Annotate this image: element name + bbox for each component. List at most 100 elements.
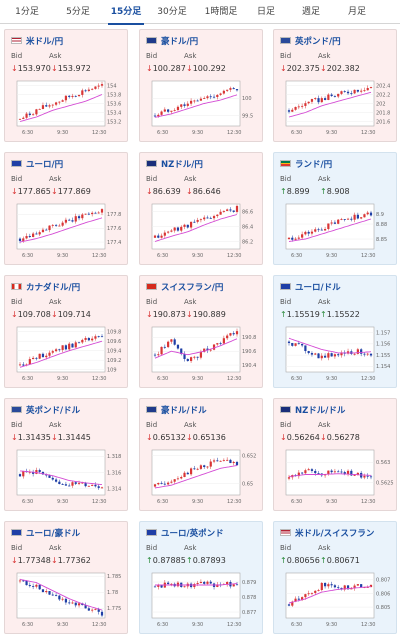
candle-body bbox=[366, 88, 369, 91]
ask-value: ↓190.889 bbox=[186, 310, 226, 319]
tab-2[interactable]: 5分足 bbox=[66, 7, 90, 17]
arrow-down-icon: ↓ bbox=[51, 433, 58, 442]
y-tick-label: 109.8 bbox=[107, 330, 121, 336]
x-tick-label: 9:30 bbox=[57, 376, 68, 382]
candle-body bbox=[229, 459, 232, 464]
chart-plot-area bbox=[285, 203, 375, 250]
rate-card[interactable]: 米ドル/円 Bid Ask ↓153.970 ↓153.972 153.2 153.4 153… bbox=[4, 29, 128, 142]
candle-body bbox=[22, 117, 25, 119]
candle-body bbox=[310, 353, 314, 355]
pair-name-link[interactable]: 米ドル/スイスフラン bbox=[295, 529, 375, 539]
pair-name-link[interactable]: NZドル/ドル bbox=[295, 406, 346, 416]
pair-name-link[interactable]: 米ドル/円 bbox=[26, 37, 64, 47]
tab-4[interactable]: 30分足 bbox=[157, 7, 187, 17]
pair-name-link[interactable]: ユーロ/円 bbox=[26, 160, 64, 170]
rate-card-header: 米ドル/円 bbox=[11, 35, 125, 47]
candle-body bbox=[58, 481, 61, 485]
pair-name-link[interactable]: 英ポンド/ドル bbox=[26, 406, 81, 416]
pair-name-link[interactable]: 豪ドル/円 bbox=[161, 37, 199, 47]
pair-name-link[interactable]: ユーロ/豪ドル bbox=[26, 529, 81, 539]
pair-name-link[interactable]: 英ポンド/円 bbox=[295, 37, 341, 47]
candle-body bbox=[87, 338, 90, 341]
rate-card[interactable]: 豪ドル/ドル Bid Ask ↓0.65132 ↓0.65136 0.65 0.652 6:3… bbox=[139, 398, 263, 511]
y-tick-label: 201.8 bbox=[376, 110, 390, 116]
candle-body bbox=[100, 336, 104, 338]
tab-1[interactable]: 1分足 bbox=[15, 7, 39, 17]
candle-body bbox=[186, 358, 189, 362]
mini-chart[interactable]: 109 109.2 109.4 109.6 109.8 6:30 9:30 12:30 bbox=[11, 324, 125, 382]
rate-card[interactable]: スイスフラン/円 Bid Ask ↓190.873 ↓190.889 190.4 190.6… bbox=[139, 275, 263, 388]
candle-body bbox=[199, 465, 203, 469]
candle-body bbox=[189, 100, 193, 104]
bid-value: ↓190.873 bbox=[146, 310, 186, 319]
rate-card[interactable]: ユーロ/英ポンド Bid Ask ↑0.87885 ↑0.87893 0.877 0.878… bbox=[139, 521, 263, 634]
candle-body bbox=[226, 89, 229, 91]
mini-chart[interactable]: 0.65 0.652 6:30 9:30 12:30 bbox=[146, 447, 260, 505]
mini-chart[interactable]: 177.4 177.6 177.8 6:30 9:30 12:30 bbox=[11, 201, 125, 259]
rate-card[interactable]: NZドル/円 Bid Ask ↓86.639 ↓86.646 86.2 86.4 86.6 6:… bbox=[139, 152, 263, 265]
mini-chart[interactable]: 0.877 0.878 0.879 6:30 9:30 12:30 bbox=[146, 570, 260, 628]
candle-body bbox=[291, 342, 294, 346]
arrow-down-icon: ↓ bbox=[186, 64, 193, 73]
candle-body bbox=[307, 231, 310, 234]
rate-card[interactable]: ユーロ/ドル Bid Ask ↑1.15519 ↑1.15522 1.154 1.155 1.… bbox=[273, 275, 397, 388]
rate-card[interactable]: 米ドル/スイスフラン Bid Ask ↑0.80656 ↑0.80671 0.805 0.8… bbox=[273, 521, 397, 634]
mini-chart[interactable]: 190.4 190.6 190.8 6:30 9:30 12:30 bbox=[146, 324, 260, 382]
x-tick-label: 6:30 bbox=[291, 253, 302, 259]
arrow-down-icon: ↓ bbox=[11, 310, 18, 319]
candle-body bbox=[38, 584, 41, 590]
candle-body bbox=[157, 584, 160, 587]
tab-5[interactable]: 1時間足 bbox=[204, 7, 238, 17]
pair-name-link[interactable]: 豪ドル/ドル bbox=[161, 406, 207, 416]
tab-6[interactable]: 日足 bbox=[256, 7, 275, 17]
candle-body bbox=[25, 580, 28, 586]
candle-body bbox=[216, 343, 219, 345]
ask-label: Ask bbox=[318, 421, 331, 429]
pair-name-link[interactable]: ランド/円 bbox=[295, 160, 333, 170]
candle-body bbox=[153, 115, 157, 117]
y-tick-label: 1.775 bbox=[107, 606, 121, 612]
ask-label: Ask bbox=[318, 544, 331, 552]
pair-name-link[interactable]: スイスフラン/円 bbox=[161, 283, 224, 293]
ask-label: Ask bbox=[49, 544, 62, 552]
rate-card-header: 米ドル/スイスフラン bbox=[280, 527, 394, 539]
mini-chart[interactable]: 0.805 0.806 0.807 6:30 9:30 12:30 bbox=[280, 570, 394, 628]
mini-chart[interactable]: 153.2 153.4 153.6 153.8 154 6:30 9:30 12:30 bbox=[11, 78, 125, 136]
tab-7[interactable]: 週足 bbox=[301, 7, 320, 17]
rate-card[interactable]: カナダドル/円 Bid Ask ↓109.708 ↓109.714 109 109.2 109… bbox=[4, 275, 128, 388]
rate-card[interactable]: ランド/円 Bid Ask ↑8.899 ↑8.908 8.85 8.88 8.9 6:30 9:… bbox=[273, 152, 397, 265]
pair-name-link[interactable]: ユーロ/ドル bbox=[295, 283, 341, 293]
candle-body bbox=[170, 230, 173, 232]
tab-3[interactable]: 15分足 bbox=[104, 0, 148, 25]
candle-body bbox=[163, 232, 166, 236]
mini-chart[interactable]: 8.85 8.88 8.9 6:30 9:30 12:30 bbox=[280, 201, 394, 259]
bid-value: ↑8.899 bbox=[280, 187, 310, 196]
candle-body bbox=[193, 100, 196, 102]
candle-body bbox=[48, 105, 51, 107]
mini-chart[interactable]: 99.5 100 6:30 9:30 12:30 bbox=[146, 78, 260, 136]
mini-chart[interactable]: 201.6 201.8 202 202.2 202.4 6:30 9:30 12:30 bbox=[280, 78, 394, 136]
candle-body bbox=[307, 593, 310, 595]
candlestick-chart: 109 109.2 109.4 109.6 109.8 6:30 9:30 12:30 bbox=[16, 326, 121, 382]
candle-body bbox=[212, 216, 216, 219]
mini-chart[interactable]: 1.314 1.316 1.318 6:30 9:30 12:30 bbox=[11, 447, 125, 505]
candle-body bbox=[369, 87, 373, 89]
moving-average-line bbox=[19, 340, 103, 368]
mini-chart[interactable]: 1.775 1.78 1.785 6:30 9:30 12:30 bbox=[11, 570, 125, 628]
mini-chart[interactable]: 0.5625 0.563 6:30 9:30 12:30 bbox=[280, 447, 394, 505]
pair-name-link[interactable]: カナダドル/円 bbox=[26, 283, 81, 293]
candle-body bbox=[157, 114, 160, 117]
pair-name-link[interactable]: NZドル/円 bbox=[161, 160, 203, 170]
tab-8[interactable]: 月足 bbox=[347, 7, 366, 17]
rate-card[interactable]: NZドル/ドル Bid Ask ↓0.56264 ↓0.56278 0.5625 0.563… bbox=[273, 398, 397, 511]
pair-name-link[interactable]: ユーロ/英ポンド bbox=[161, 529, 224, 539]
candle-body bbox=[81, 214, 84, 219]
rate-card[interactable]: 英ポンド/円 Bid Ask ↓202.375 ↓202.382 201.6 201.8 20… bbox=[273, 29, 397, 142]
rate-card[interactable]: ユーロ/豪ドル Bid Ask ↓1.77348 ↓1.77362 1.775 1.78 1.… bbox=[4, 521, 128, 634]
rate-card[interactable]: ユーロ/円 Bid Ask ↓177.865 ↓177.869 177.4 177.6 177… bbox=[4, 152, 128, 265]
ask-label: Ask bbox=[318, 175, 331, 183]
mini-chart[interactable]: 1.154 1.155 1.156 1.157 6:30 9:30 12:30 bbox=[280, 324, 394, 382]
rate-card[interactable]: 豪ドル/円 Bid Ask ↓100.287 ↓100.292 99.5 100 6:30 9:… bbox=[139, 29, 263, 142]
rate-card[interactable]: 英ポンド/ドル Bid Ask ↓1.31435 ↓1.31445 1.314 1.316 1… bbox=[4, 398, 128, 511]
mini-chart[interactable]: 86.2 86.4 86.6 6:30 9:30 12:30 bbox=[146, 201, 260, 259]
